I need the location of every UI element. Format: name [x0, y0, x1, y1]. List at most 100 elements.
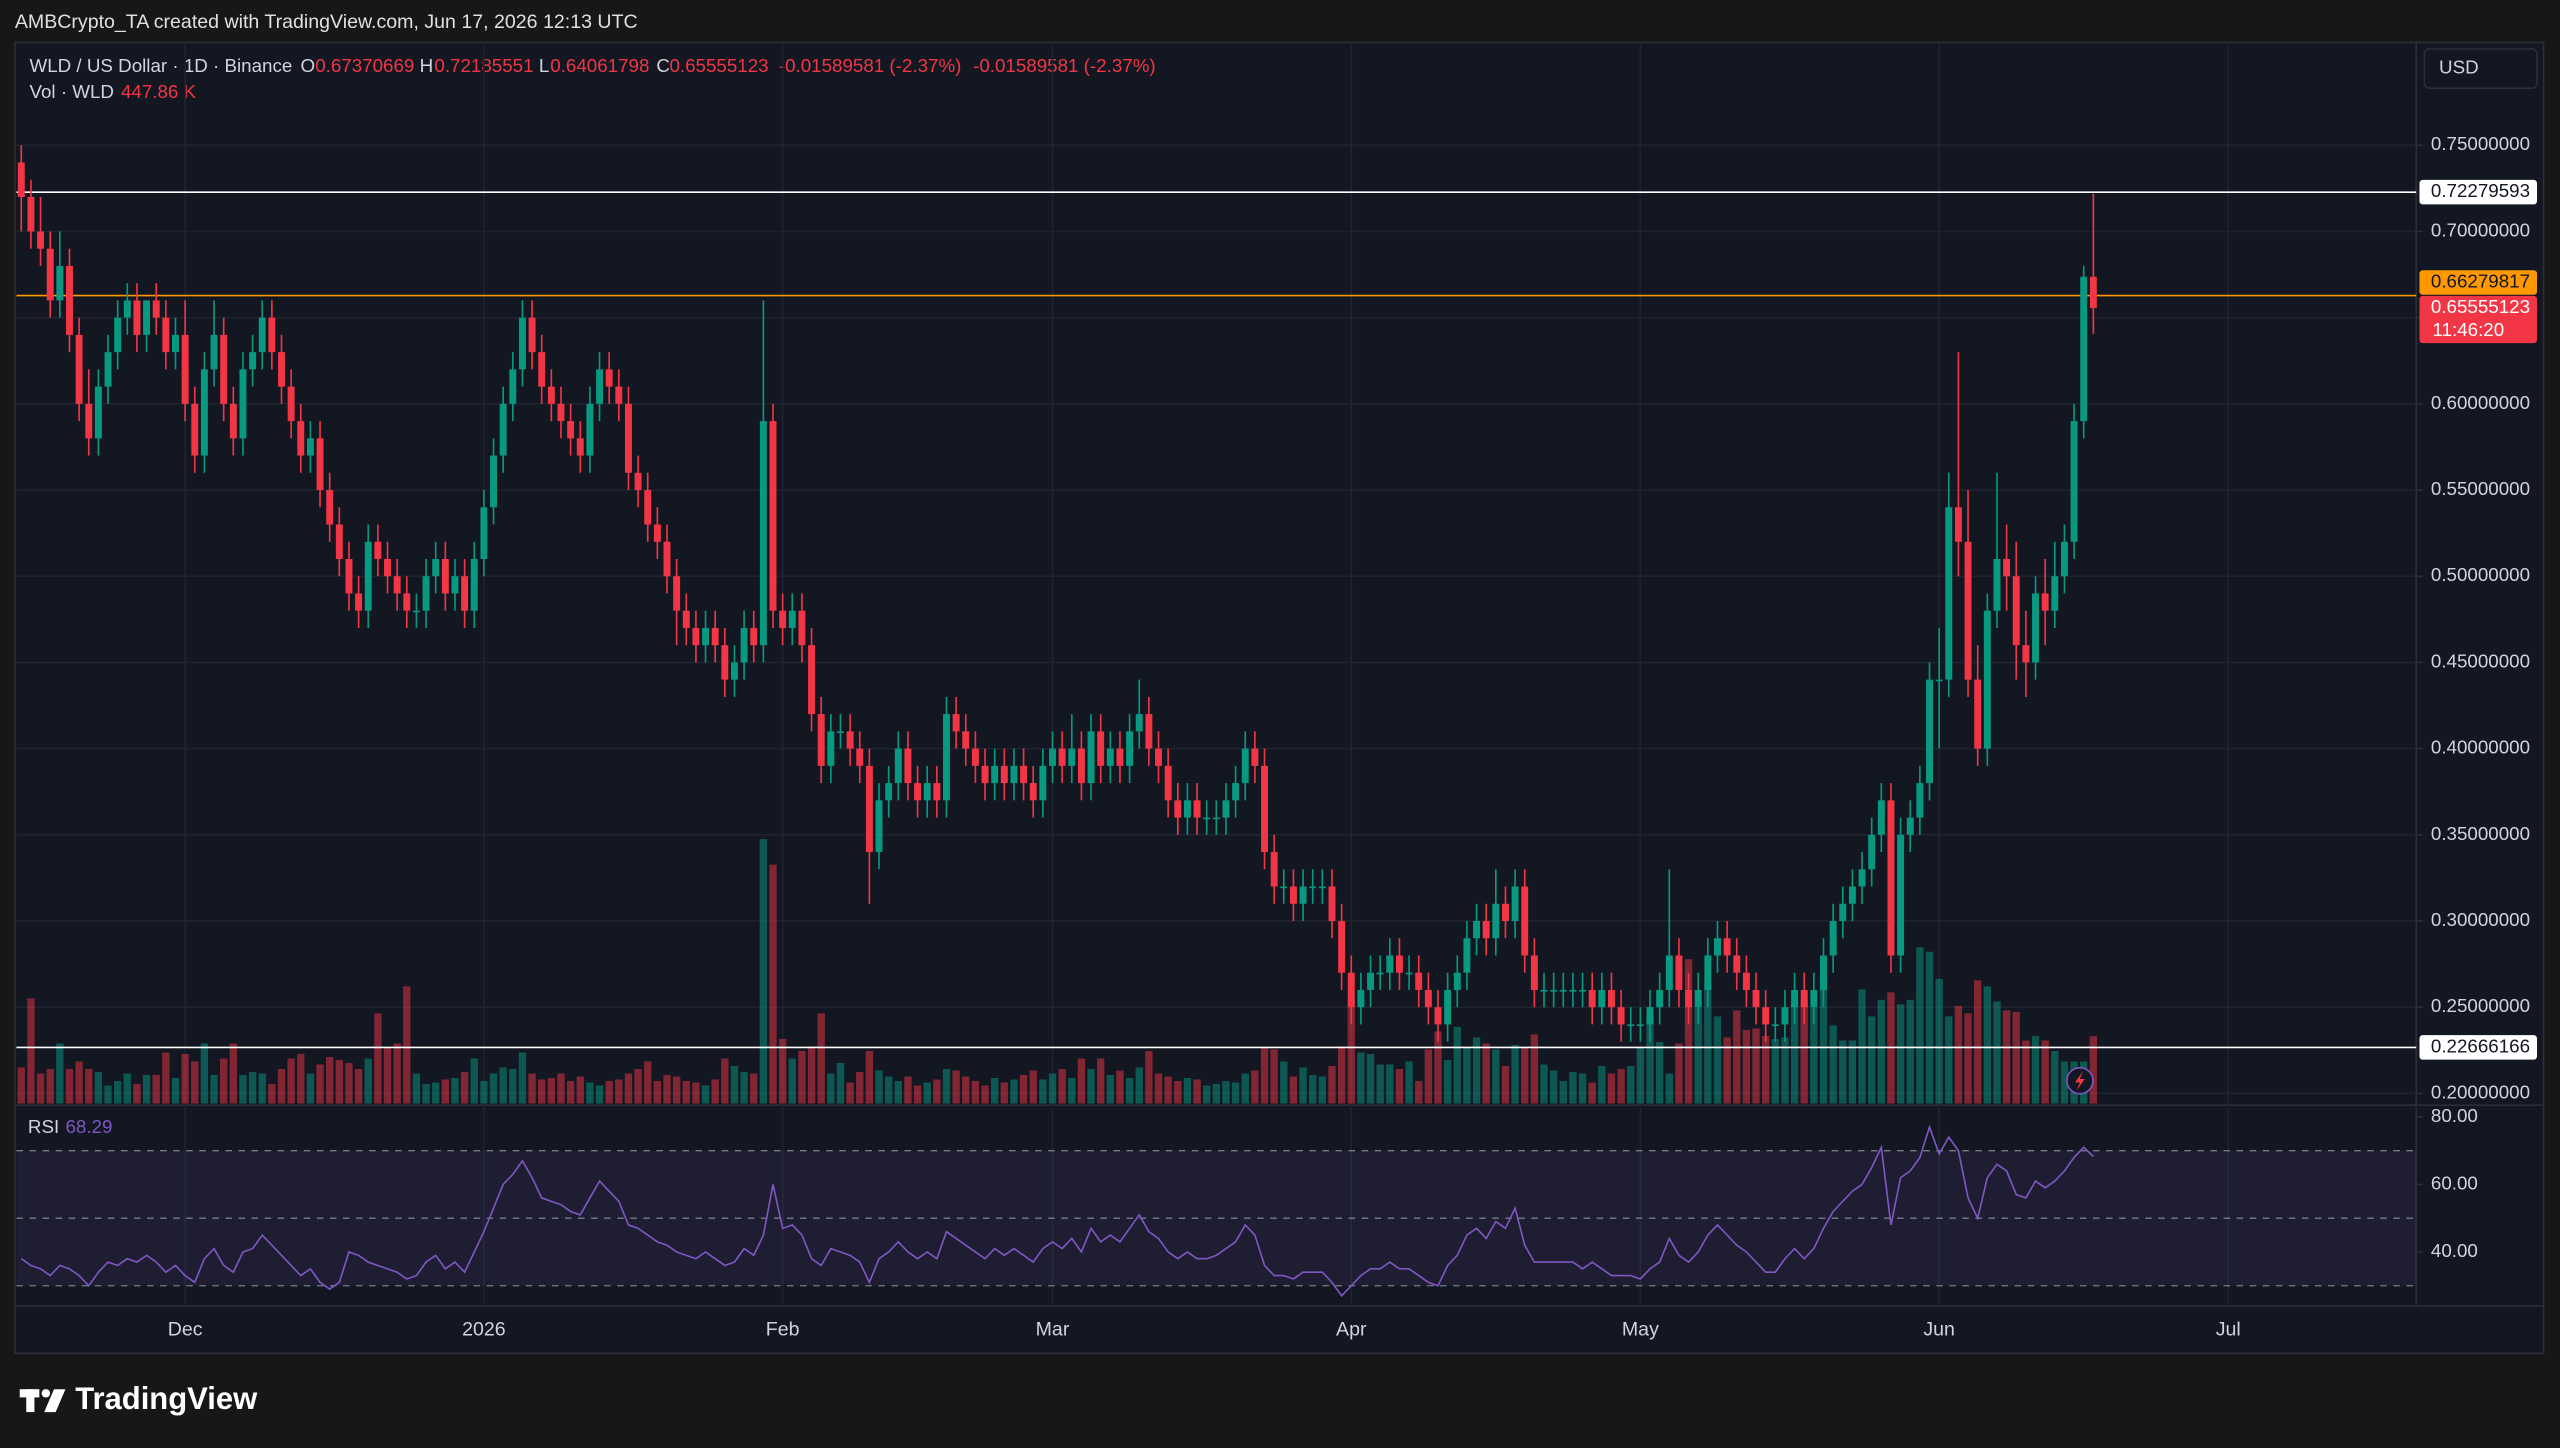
- candle-body: [1829, 920, 1837, 956]
- volume-bar: [1684, 959, 1693, 1104]
- candle-body: [56, 265, 64, 301]
- volume-bar: [769, 864, 777, 1104]
- y-tick-label: 0.60000000: [2431, 392, 2530, 413]
- volume-bar: [1154, 1073, 1163, 1104]
- candle-body: [1848, 886, 1856, 904]
- candle-body: [306, 438, 314, 456]
- volume-bar: [432, 1082, 440, 1104]
- currency[interactable]: USD: [2439, 57, 2479, 78]
- volume-bar: [94, 1071, 103, 1104]
- volume-bar: [981, 1085, 989, 1104]
- volume-bar: [692, 1082, 700, 1104]
- alert-icon[interactable]: [2066, 1066, 2094, 1095]
- volume-bar: [1588, 1082, 1596, 1104]
- volume-bar: [1299, 1067, 1307, 1104]
- candle-body: [1318, 886, 1326, 889]
- volume-bar: [865, 1050, 874, 1104]
- candle-body: [268, 317, 276, 353]
- candle-body: [239, 369, 247, 439]
- volume-bar: [894, 1081, 902, 1104]
- volume-bar: [759, 839, 768, 1104]
- volume-bar: [1733, 1010, 1741, 1104]
- candle-body: [1155, 748, 1162, 766]
- volume-bar: [923, 1082, 931, 1104]
- candle-body: [702, 627, 710, 646]
- candle-body: [393, 576, 401, 594]
- candle-body: [837, 731, 844, 734]
- volume-bar: [721, 1058, 729, 1104]
- candle-body: [1588, 989, 1596, 1008]
- volume-bar: [1694, 1007, 1702, 1104]
- candle-body: [1039, 765, 1047, 801]
- candle-body: [210, 334, 218, 370]
- chart-frame: [14, 41, 2545, 1355]
- candle-body: [27, 196, 35, 232]
- volume-bar: [1415, 1081, 1423, 1104]
- volume-bar: [75, 1061, 83, 1104]
- volume-bar: [85, 1068, 93, 1104]
- volume-bar: [1877, 999, 1885, 1104]
- candle-body: [538, 352, 546, 387]
- volume-bar: [624, 1073, 633, 1104]
- candle-body: [451, 576, 459, 594]
- volume-bar: [798, 1050, 806, 1104]
- open-label: O: [301, 55, 316, 76]
- candle-body: [644, 490, 652, 525]
- currency-button[interactable]: [2423, 48, 2538, 89]
- candle-body: [1723, 938, 1731, 956]
- candle-body: [1762, 1007, 1770, 1025]
- candle-body: [576, 438, 584, 456]
- candle-body: [1839, 903, 1847, 921]
- volume-bar: [2022, 1040, 2030, 1104]
- logo-shape: [44, 1389, 66, 1413]
- candle-body: [1232, 783, 1240, 801]
- candle-body: [1540, 989, 1548, 992]
- volume-bar: [210, 1074, 218, 1104]
- alert-bolt[interactable]: [2075, 1070, 2085, 1091]
- volume-bar: [1771, 1038, 1779, 1104]
- candle-body: [1116, 748, 1124, 766]
- candle-body: [1569, 989, 1577, 992]
- x-tick-label: Mar: [1036, 1319, 1070, 1341]
- volume-bar: [1752, 1028, 1760, 1104]
- candle-body: [94, 386, 102, 439]
- volume-bar: [65, 1068, 74, 1104]
- candle-body: [817, 714, 825, 766]
- candle-body: [1077, 748, 1085, 784]
- volume-bar: [1106, 1074, 1114, 1104]
- x-tick-label: 2026: [462, 1319, 506, 1341]
- volume-bar: [1347, 998, 1355, 1104]
- candle-body: [1395, 955, 1403, 973]
- volume-bar: [1790, 1001, 1799, 1104]
- volume-bar: [1039, 1079, 1047, 1104]
- volume-bar: [499, 1067, 507, 1104]
- y-tick-label: 0.45000000: [2431, 650, 2530, 671]
- candle-body: [827, 731, 835, 766]
- candle-body: [490, 455, 497, 508]
- volume-bar: [1058, 1068, 1066, 1104]
- candle-body: [1020, 765, 1028, 784]
- volume-bar: [711, 1079, 719, 1104]
- volume-bar: [672, 1076, 681, 1104]
- candle-body: [1521, 886, 1529, 956]
- volume-bar: [1781, 1037, 1789, 1104]
- y-tick-label: 0.25000000: [2431, 995, 2530, 1016]
- candle-body: [200, 369, 208, 456]
- volume-bar: [1983, 986, 1991, 1104]
- candle-body: [287, 386, 295, 422]
- candle-body: [364, 541, 372, 611]
- x-tick-label: Dec: [168, 1319, 203, 1341]
- volume-bar: [2041, 1040, 2049, 1104]
- candle-body: [663, 541, 671, 577]
- volume-bar: [518, 1052, 527, 1104]
- volume-bar: [1386, 1064, 1394, 1104]
- volume-bar: [142, 1074, 151, 1104]
- volume-bar: [277, 1068, 286, 1104]
- candle-body: [181, 334, 189, 404]
- candle-body: [1000, 765, 1008, 784]
- volume-bar: [1280, 1061, 1288, 1104]
- plot: 0.20000000 0.25000000 0.30000000 0.35000000…: [16, 44, 2538, 1341]
- volume-bar: [123, 1073, 131, 1104]
- volume-bar: [817, 1013, 825, 1104]
- candle-body: [904, 748, 912, 784]
